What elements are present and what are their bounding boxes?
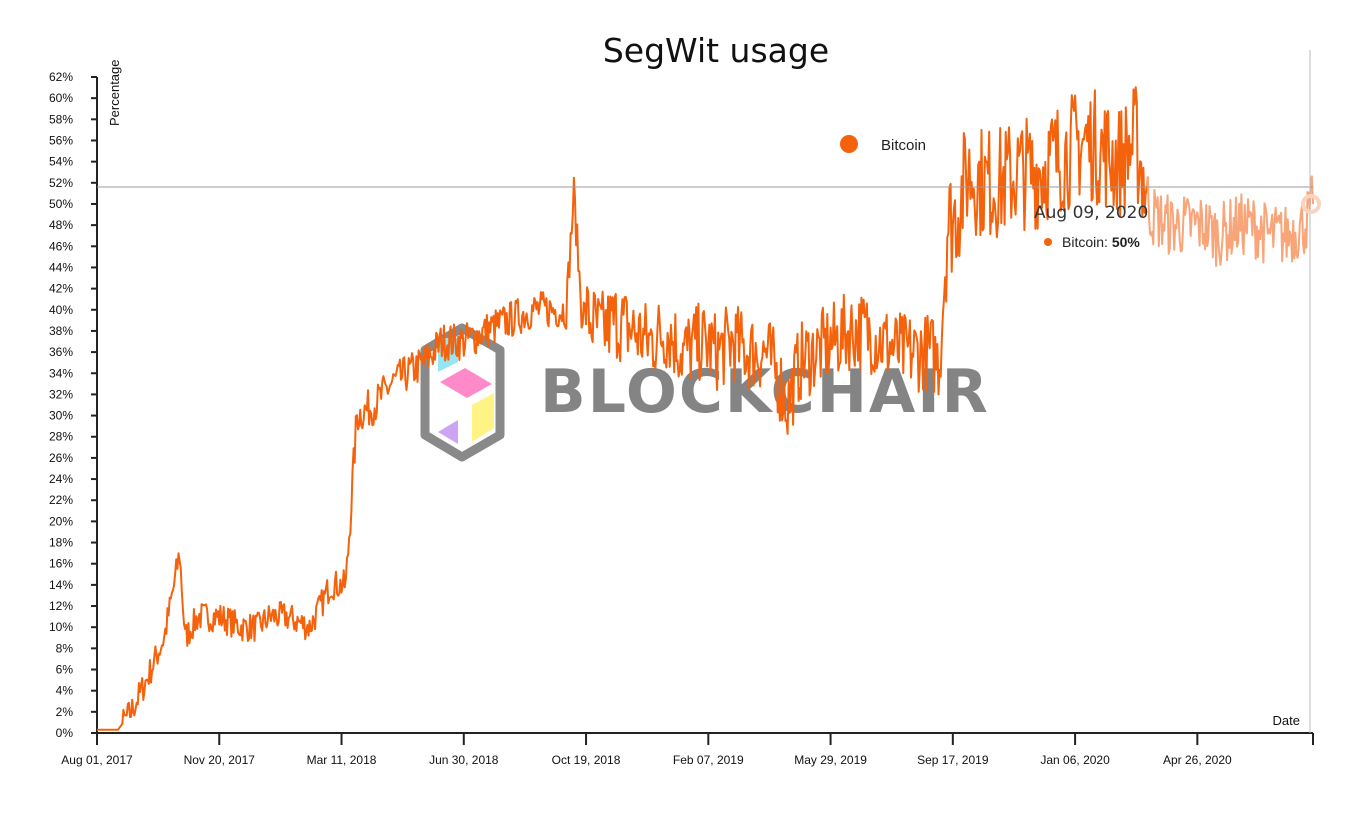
y-tick-label: 30% bbox=[49, 409, 73, 423]
y-tick-label: 56% bbox=[49, 133, 73, 147]
y-tick-label: 22% bbox=[49, 493, 73, 507]
y-tick-label: 60% bbox=[49, 91, 73, 105]
y-tick-label: 2% bbox=[56, 705, 74, 719]
x-tick-label: Feb 07, 2019 bbox=[673, 753, 744, 767]
series-bitcoin bbox=[97, 86, 1314, 731]
tooltip-value-number: 50% bbox=[1112, 234, 1141, 250]
y-tick-label: 12% bbox=[49, 599, 73, 613]
y-tick-label: 50% bbox=[49, 197, 73, 211]
y-axis-title: Percentage bbox=[107, 60, 122, 127]
x-axis-title: Date bbox=[1273, 713, 1300, 728]
y-tick-label: 18% bbox=[49, 536, 73, 550]
y-tick-label: 48% bbox=[49, 218, 73, 232]
hover-point-marker bbox=[1301, 193, 1321, 214]
watermark-text: BLOCKCHAIR bbox=[540, 357, 990, 427]
legend-label-bitcoin[interactable]: Bitcoin bbox=[881, 137, 926, 154]
y-tick-label: 36% bbox=[49, 345, 73, 359]
x-tick-label: Sep 17, 2019 bbox=[917, 753, 989, 767]
x-tick-label: Nov 20, 2017 bbox=[184, 753, 256, 767]
chart-title: SegWit usage bbox=[603, 31, 829, 70]
y-tick-label: 44% bbox=[49, 260, 73, 274]
y-tick-label: 40% bbox=[49, 303, 73, 317]
x-tick-label: Oct 19, 2018 bbox=[552, 753, 621, 767]
y-tick-label: 6% bbox=[56, 663, 74, 677]
series-line-bitcoin-faded bbox=[1145, 175, 1314, 267]
y-tick-label: 14% bbox=[49, 578, 73, 592]
y-tick-label: 42% bbox=[49, 282, 73, 296]
series-line-bitcoin bbox=[97, 86, 1149, 731]
y-tick-label: 34% bbox=[49, 366, 73, 380]
y-tick-label: 16% bbox=[49, 557, 73, 571]
x-tick-label: Aug 01, 2017 bbox=[61, 753, 133, 767]
y-tick-label: 20% bbox=[49, 514, 73, 528]
x-tick-label: May 29, 2019 bbox=[794, 753, 867, 767]
y-tick-label: 62% bbox=[49, 70, 73, 84]
y-tick-label: 8% bbox=[56, 641, 74, 655]
y-tick-label: 4% bbox=[56, 684, 74, 698]
y-tick-label: 54% bbox=[49, 155, 73, 169]
y-tick-label: 10% bbox=[49, 620, 73, 634]
y-tick-label: 46% bbox=[49, 239, 73, 253]
y-tick-label: 38% bbox=[49, 324, 73, 338]
tooltip-series-label: Bitcoin: bbox=[1062, 234, 1112, 250]
legend-marker-bitcoin[interactable] bbox=[840, 135, 858, 153]
y-tick-label: 0% bbox=[56, 726, 74, 740]
tooltip-series-marker bbox=[1044, 238, 1052, 246]
tooltip-date: Aug 09, 2020 bbox=[1034, 203, 1148, 223]
hover-tooltip: Aug 09, 2020 Bitcoin: 50% bbox=[97, 50, 1321, 733]
legend[interactable]: Bitcoin bbox=[840, 135, 926, 154]
y-tick-label: 24% bbox=[49, 472, 73, 486]
x-tick-label: Mar 11, 2018 bbox=[307, 753, 377, 767]
x-tick-label: Jun 30, 2018 bbox=[429, 753, 499, 767]
watermark-logo: BLOCKCHAIR bbox=[420, 323, 990, 462]
tooltip-value: Bitcoin: 50% bbox=[1062, 234, 1140, 250]
y-tick-label: 52% bbox=[49, 176, 73, 190]
x-tick-label: Apr 26, 2020 bbox=[1163, 753, 1232, 767]
y-tick-label: 26% bbox=[49, 451, 73, 465]
x-tick-label: Jan 06, 2020 bbox=[1040, 753, 1110, 767]
y-tick-label: 28% bbox=[49, 430, 73, 444]
y-tick-label: 32% bbox=[49, 387, 73, 401]
y-tick-label: 58% bbox=[49, 112, 73, 126]
